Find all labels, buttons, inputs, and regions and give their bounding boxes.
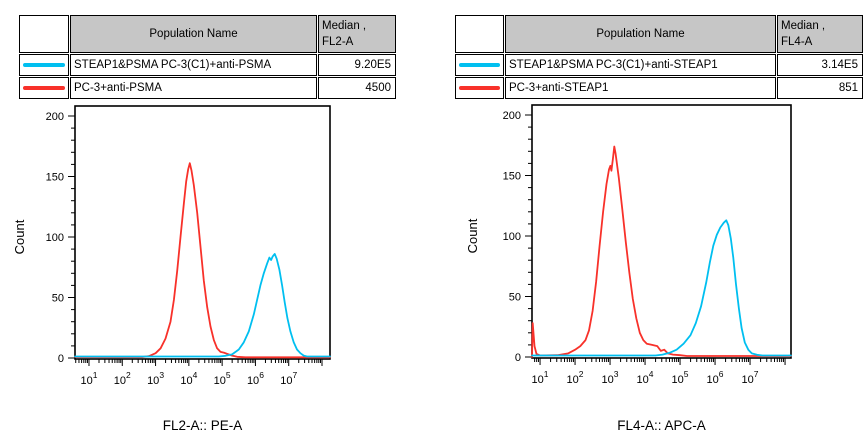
x-tick-label: 103	[602, 369, 619, 386]
table-row: STEAP1&PSMA PC-3(C1)+anti-STEAP1 3.14E5	[455, 54, 863, 76]
median-value: 3.14E5	[777, 54, 863, 76]
y-tick-label: 200	[503, 110, 521, 122]
legend-table-fl2: Population Name Median , FL2-A STEAP1&PS…	[18, 14, 397, 100]
median-value: 4500	[318, 77, 396, 99]
series-swatch-cell	[455, 54, 504, 76]
y-tick-label: 50	[52, 293, 64, 305]
x-tick-label: 107	[742, 369, 759, 386]
cyan-series-swatch	[22, 63, 66, 67]
y-tick-label: 100	[503, 231, 521, 243]
x-tick-label: 107	[280, 370, 297, 387]
x-tick-label: 102	[114, 370, 131, 387]
population-name: PC-3+anti-STEAP1	[505, 77, 776, 99]
y-tick-labels: 0 50 100 150 200	[46, 111, 64, 365]
y-tick-label: 150	[46, 172, 64, 184]
x-tick-label: 105	[214, 370, 231, 387]
x-tick-label: 105	[672, 369, 689, 386]
series-swatch-cell	[19, 54, 69, 76]
histogram-curve	[74, 252, 331, 358]
fl4-histogram-plot: 101 102 103 104 105 106 107 0 50 100 150 200FL4-A::…	[465, 104, 792, 433]
legend-table-fl4: Population Name Median , FL4-A STEAP1&PS…	[454, 14, 864, 100]
histogram-curve	[74, 162, 331, 359]
plot-frame	[531, 104, 792, 359]
y-tick-label: 0	[58, 353, 64, 365]
x-tick-label: 106	[247, 370, 264, 387]
red-series-swatch	[458, 86, 501, 90]
y-tick-labels: 0 50 100 150 200	[503, 110, 521, 364]
legend-header-median: Median , FL2-A	[318, 15, 396, 53]
population-name: STEAP1&PSMA PC-3(C1)+anti-STEAP1	[505, 54, 776, 76]
median-header-line1: Median ,	[322, 20, 367, 32]
table-row: STEAP1&PSMA PC-3(C1)+anti-PSMA 9.20E5	[19, 54, 396, 76]
legend-header-population: Population Name	[505, 15, 776, 53]
legend-header-swatch-cell	[19, 15, 69, 53]
x-tick-label: 104	[180, 370, 197, 387]
x-axis-title: FL2-A:: PE-A	[163, 418, 243, 433]
y-tick-label: 200	[46, 111, 64, 123]
legend-header-swatch-cell	[455, 15, 504, 53]
cyan-series-swatch	[458, 63, 501, 67]
red-series-swatch	[22, 86, 66, 90]
x-axis-title: FL4-A:: APC-A	[617, 418, 706, 433]
y-axis-title: Count	[465, 218, 480, 253]
histogram-curve	[531, 145, 792, 358]
y-tick-label: 150	[503, 171, 521, 183]
table-row: PC-3+anti-STEAP1 851	[455, 77, 863, 99]
y-axis-title: Count	[12, 219, 27, 254]
axes	[68, 115, 323, 366]
x-tick-label: 101	[532, 369, 549, 386]
x-tick-labels: 101 102 103 104 105 106 107	[80, 370, 297, 387]
x-tick-label: 106	[707, 369, 724, 386]
median-header-line2: FL4-A	[781, 36, 813, 48]
series-swatch-cell	[19, 77, 69, 99]
y-tick-label: 0	[515, 352, 521, 364]
table-row: PC-3+anti-PSMA 4500	[19, 77, 396, 99]
population-name: PC-3+anti-PSMA	[70, 77, 317, 99]
median-header-line2: FL2-A	[322, 36, 354, 48]
plot-frame	[74, 105, 331, 360]
fl2-histogram-plot: 101 102 103 104 105 106 107 0 50 100 150 200FL2-A::…	[12, 105, 331, 433]
histogram-curve	[531, 219, 792, 357]
median-value: 851	[777, 77, 863, 99]
x-tick-labels: 101 102 103 104 105 106 107	[532, 369, 759, 386]
x-tick-label: 104	[637, 369, 654, 386]
x-tick-label: 102	[567, 369, 584, 386]
legend-header-median: Median , FL4-A	[777, 15, 863, 53]
x-tick-label: 103	[147, 370, 164, 387]
y-tick-label: 100	[46, 232, 64, 244]
series-swatch-cell	[455, 77, 504, 99]
legend-header-population: Population Name	[70, 15, 317, 53]
median-header-line1: Median ,	[781, 20, 826, 32]
median-value: 9.20E5	[318, 54, 396, 76]
x-tick-label: 101	[80, 370, 97, 387]
population-name: STEAP1&PSMA PC-3(C1)+anti-PSMA	[70, 54, 317, 76]
axes	[525, 114, 786, 365]
y-tick-label: 50	[509, 292, 521, 304]
